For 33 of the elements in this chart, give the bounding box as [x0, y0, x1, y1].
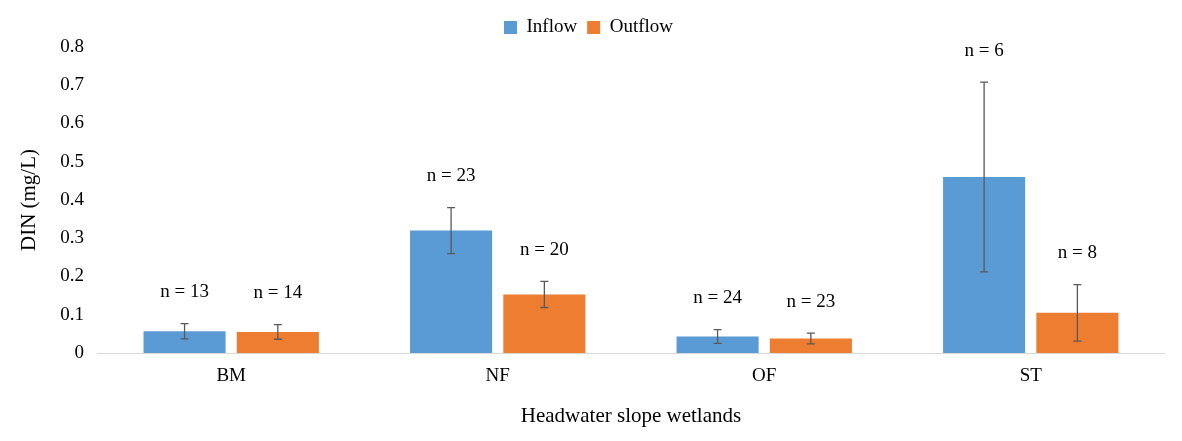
y-tick-label: 0.8 — [60, 34, 84, 56]
legend-label: Outflow — [609, 15, 674, 37]
x-axis-title: Headwater slope wetlands — [520, 402, 742, 427]
bar — [769, 338, 852, 353]
annotation: n = 23 — [786, 289, 836, 311]
y-tick-label: 0.6 — [60, 111, 84, 133]
annotation: n = 24 — [693, 286, 743, 308]
annotation: n = 6 — [964, 38, 1004, 60]
annotation: n = 14 — [253, 281, 303, 303]
x-tick-label: BM — [216, 364, 247, 386]
bar — [503, 294, 586, 353]
legend-label: Inflow — [526, 15, 578, 37]
bar — [236, 331, 319, 353]
bar — [143, 331, 226, 353]
bar — [1036, 312, 1119, 353]
y-tick-label: 0.5 — [60, 149, 84, 171]
x-tick-label: NF — [485, 364, 510, 386]
bar — [676, 336, 759, 353]
annotation: n = 20 — [520, 237, 569, 259]
y-tick-label: 0.2 — [60, 264, 84, 286]
y-tick-label: 0.7 — [60, 73, 84, 95]
x-tick-label: OF — [752, 364, 777, 386]
y-tick-label: 0.3 — [60, 226, 84, 248]
annotation: n = 13 — [160, 280, 209, 302]
annotation: n = 8 — [1057, 241, 1097, 263]
y-axis-title: DIN (mg/L) — [16, 148, 41, 252]
y-tick-label: 0.4 — [60, 187, 85, 209]
y-tick-label: 0.1 — [60, 302, 84, 324]
bar — [410, 230, 493, 353]
bar — [943, 177, 1026, 353]
annotation: n = 23 — [426, 164, 476, 186]
y-tick-label: 0 — [74, 340, 84, 362]
x-tick-label: ST — [1019, 364, 1043, 386]
